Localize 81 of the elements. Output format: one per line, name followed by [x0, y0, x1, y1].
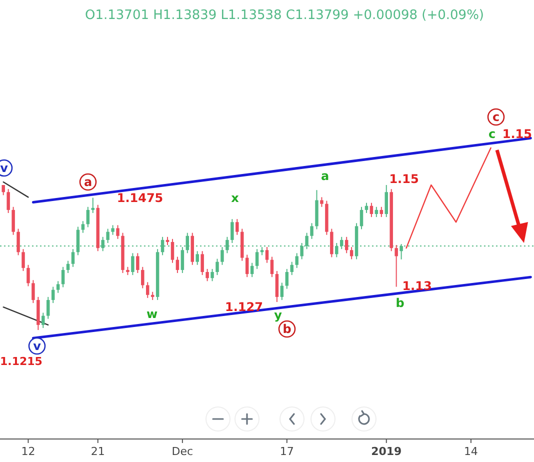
annotation: b [396, 296, 405, 310]
candlestick [2, 184, 5, 196]
candlestick [265, 246, 269, 264]
candlestick [170, 238, 174, 264]
candlestick [285, 268, 289, 290]
candlestick [6, 188, 10, 214]
candlestick [51, 286, 55, 304]
candlestick [255, 248, 259, 270]
candlestick [42, 312, 45, 328]
candlestick [81, 220, 85, 234]
candlestick [16, 228, 20, 256]
candlestick [320, 196, 324, 208]
candlestick [56, 280, 60, 294]
candlestick [275, 270, 279, 303]
candlestick [26, 264, 30, 287]
candlestick [86, 206, 90, 228]
x-tick-label: Dec [172, 445, 194, 458]
annotation: 1.1475 [116, 191, 164, 205]
candlestick [344, 236, 348, 254]
candlestick [220, 246, 224, 266]
candlestick [290, 261, 294, 276]
text: O1.13701 H1.13839 L1.13538 C1.13799 +0.00098 (+0.09%) [85, 8, 484, 23]
candlestick [210, 268, 214, 282]
candlestick [374, 206, 378, 218]
candlestick [12, 206, 15, 236]
candlestick [364, 202, 368, 214]
annotation: 1.13 [402, 279, 432, 293]
x-tick-label: 2019 [371, 445, 402, 458]
candlestick [216, 258, 219, 276]
text: 1.15 [502, 127, 532, 141]
candlestick [46, 296, 50, 320]
candlestick [380, 206, 384, 218]
text: c [488, 127, 496, 141]
annotation: a [84, 175, 92, 189]
candlestick [200, 250, 204, 276]
candlestick [146, 282, 150, 298]
candlestick [32, 280, 35, 304]
annotation: w [146, 307, 158, 321]
candlestick [250, 262, 254, 278]
candlestick [384, 184, 388, 218]
candlestick [270, 256, 274, 278]
text: c [492, 110, 500, 124]
candlestick [180, 246, 184, 274]
annotation: 1.127 [225, 300, 263, 314]
candlestick [176, 256, 180, 274]
candlestick [106, 228, 110, 244]
text: v [0, 161, 8, 175]
candlestick [116, 224, 120, 240]
candlestick [206, 268, 209, 282]
text: 1.1215 [0, 355, 42, 368]
candlestick [111, 224, 114, 236]
candlestick [136, 252, 140, 274]
annotation: x [231, 191, 240, 205]
candlestick [245, 254, 249, 278]
text: v [33, 339, 42, 353]
candlestick [71, 248, 75, 268]
candlestick [141, 266, 144, 289]
candlestick [196, 250, 199, 266]
candlestick [280, 282, 284, 300]
candlestick [360, 206, 364, 230]
candlestick [310, 222, 314, 240]
candlestick [66, 260, 70, 274]
x-tick-label: 17 [280, 445, 294, 458]
candlestick [22, 248, 25, 272]
candlestick [330, 228, 334, 258]
annotation: y [274, 308, 282, 322]
x-tick-label: 12 [21, 445, 36, 458]
candlestick [131, 252, 134, 276]
x-tick-label: 21 [90, 445, 105, 458]
candlestick [61, 266, 65, 288]
candlestick [350, 246, 354, 260]
candlestick [91, 197, 95, 214]
candlestick [236, 218, 239, 236]
candlestick [394, 244, 398, 288]
candlestick [295, 252, 298, 268]
candlestick [230, 218, 234, 244]
candlestick [370, 202, 374, 218]
x-tick-label: 14 [464, 445, 478, 458]
annotation: 1.15 [389, 172, 419, 186]
annotation: b [282, 322, 292, 336]
text: a [320, 169, 330, 183]
